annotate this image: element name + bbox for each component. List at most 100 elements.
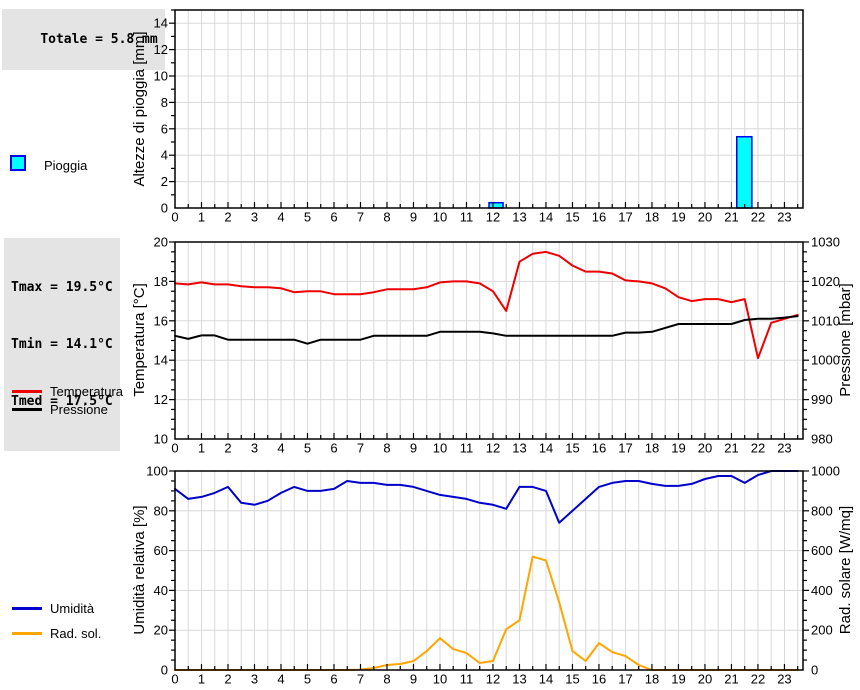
svg-text:400: 400 bbox=[811, 583, 833, 598]
radiation-legend-line bbox=[12, 632, 42, 635]
rain-chart: 0 1 2 3 4 5 6 7 8 9 10 11 12 13 14 15 16 17 18 19 20 21 22 2302… bbox=[154, 9, 804, 225]
svg-text:22: 22 bbox=[751, 441, 765, 456]
svg-text:18: 18 bbox=[645, 441, 659, 456]
svg-text:0: 0 bbox=[171, 441, 178, 456]
pressure-legend-label: Pressione bbox=[50, 402, 108, 417]
tmin-text: Tmin = 14.1°C bbox=[11, 337, 113, 352]
svg-text:17: 17 bbox=[618, 672, 632, 687]
svg-text:22: 22 bbox=[751, 672, 765, 687]
svg-text:8: 8 bbox=[161, 95, 168, 110]
humidity-legend-label: Umidità bbox=[50, 601, 95, 616]
svg-text:40: 40 bbox=[154, 583, 168, 598]
temperature-stats-box: Tmax = 19.5°C Tmin = 14.1°C Tmed = 17.5°… bbox=[4, 238, 120, 451]
temperature-legend-line bbox=[12, 390, 42, 393]
svg-text:16: 16 bbox=[592, 210, 606, 225]
svg-text:14: 14 bbox=[154, 353, 168, 368]
svg-text:6: 6 bbox=[330, 441, 337, 456]
svg-text:800: 800 bbox=[811, 503, 833, 518]
svg-text:4: 4 bbox=[277, 210, 284, 225]
svg-text:10: 10 bbox=[154, 69, 168, 84]
svg-text:13: 13 bbox=[512, 210, 526, 225]
rain-total-text: Totale = 5.8 mm bbox=[40, 32, 158, 47]
svg-text:3: 3 bbox=[251, 210, 258, 225]
svg-text:4: 4 bbox=[277, 672, 284, 687]
svg-text:6: 6 bbox=[330, 210, 337, 225]
svg-text:9: 9 bbox=[410, 210, 417, 225]
svg-text:11: 11 bbox=[460, 672, 474, 687]
svg-text:4: 4 bbox=[161, 148, 168, 163]
svg-text:8: 8 bbox=[383, 441, 390, 456]
svg-text:1000: 1000 bbox=[811, 464, 840, 479]
svg-text:2: 2 bbox=[161, 174, 168, 189]
pressure-legend-line bbox=[12, 408, 42, 411]
svg-text:20: 20 bbox=[698, 441, 712, 456]
svg-text:12: 12 bbox=[486, 672, 500, 687]
svg-text:21: 21 bbox=[724, 672, 738, 687]
svg-text:23: 23 bbox=[777, 672, 791, 687]
svg-text:12: 12 bbox=[486, 441, 500, 456]
svg-text:2: 2 bbox=[224, 210, 231, 225]
svg-text:0: 0 bbox=[161, 201, 168, 216]
svg-text:3: 3 bbox=[251, 672, 258, 687]
svg-text:8: 8 bbox=[383, 672, 390, 687]
svg-text:23: 23 bbox=[777, 210, 791, 225]
svg-text:17: 17 bbox=[618, 441, 632, 456]
svg-text:600: 600 bbox=[811, 543, 833, 558]
svg-text:7: 7 bbox=[357, 672, 364, 687]
svg-text:7: 7 bbox=[357, 210, 364, 225]
svg-text:15: 15 bbox=[565, 672, 579, 687]
svg-text:14: 14 bbox=[154, 16, 168, 31]
svg-text:18: 18 bbox=[645, 210, 659, 225]
svg-text:100: 100 bbox=[146, 464, 168, 479]
svg-text:20: 20 bbox=[154, 235, 168, 250]
svg-text:18: 18 bbox=[154, 274, 168, 289]
svg-text:21: 21 bbox=[724, 210, 738, 225]
tmed-text: Tmed = 17.5°C bbox=[11, 394, 113, 409]
svg-text:9: 9 bbox=[410, 672, 417, 687]
svg-text:0: 0 bbox=[171, 210, 178, 225]
svg-text:19: 19 bbox=[671, 210, 685, 225]
svg-text:2: 2 bbox=[224, 441, 231, 456]
svg-text:1: 1 bbox=[198, 441, 205, 456]
svg-text:20: 20 bbox=[698, 672, 712, 687]
svg-text:13: 13 bbox=[512, 672, 526, 687]
svg-text:16: 16 bbox=[592, 672, 606, 687]
rain-total-box: Totale = 5.8 mm bbox=[2, 9, 165, 70]
svg-text:13: 13 bbox=[512, 441, 526, 456]
svg-text:14: 14 bbox=[539, 441, 553, 456]
svg-text:20: 20 bbox=[154, 623, 168, 638]
svg-text:20: 20 bbox=[698, 210, 712, 225]
svg-text:22: 22 bbox=[751, 210, 765, 225]
svg-text:11: 11 bbox=[460, 441, 474, 456]
svg-text:60: 60 bbox=[154, 543, 168, 558]
svg-text:200: 200 bbox=[811, 623, 833, 638]
temperature-legend-label: Temperatura bbox=[50, 384, 123, 399]
svg-text:5: 5 bbox=[304, 672, 311, 687]
svg-text:14: 14 bbox=[539, 672, 553, 687]
humidity-radiation-chart: 0 1 2 3 4 5 6 7 8 9 10 11 12 13 14 15 16 17 18 19 20 21 22 2302… bbox=[146, 464, 840, 687]
svg-text:5: 5 bbox=[304, 210, 311, 225]
svg-text:80: 80 bbox=[154, 503, 168, 518]
svg-text:1010: 1010 bbox=[811, 313, 840, 328]
svg-text:1000: 1000 bbox=[811, 353, 840, 368]
svg-text:19: 19 bbox=[671, 672, 685, 687]
svg-text:6: 6 bbox=[161, 121, 168, 136]
rain-legend-swatch bbox=[10, 155, 26, 171]
svg-text:12: 12 bbox=[154, 392, 168, 407]
svg-text:11: 11 bbox=[460, 210, 474, 225]
svg-text:1: 1 bbox=[198, 672, 205, 687]
svg-text:12: 12 bbox=[486, 210, 500, 225]
svg-text:23: 23 bbox=[777, 441, 791, 456]
svg-text:19: 19 bbox=[671, 441, 685, 456]
svg-text:10: 10 bbox=[154, 432, 168, 447]
svg-text:5: 5 bbox=[304, 441, 311, 456]
svg-text:980: 980 bbox=[811, 432, 833, 447]
svg-text:4: 4 bbox=[277, 441, 284, 456]
svg-text:3: 3 bbox=[251, 441, 258, 456]
svg-text:1020: 1020 bbox=[811, 274, 840, 289]
svg-text:21: 21 bbox=[724, 441, 738, 456]
svg-text:2: 2 bbox=[224, 672, 231, 687]
svg-text:1: 1 bbox=[198, 210, 205, 225]
svg-text:16: 16 bbox=[154, 313, 168, 328]
